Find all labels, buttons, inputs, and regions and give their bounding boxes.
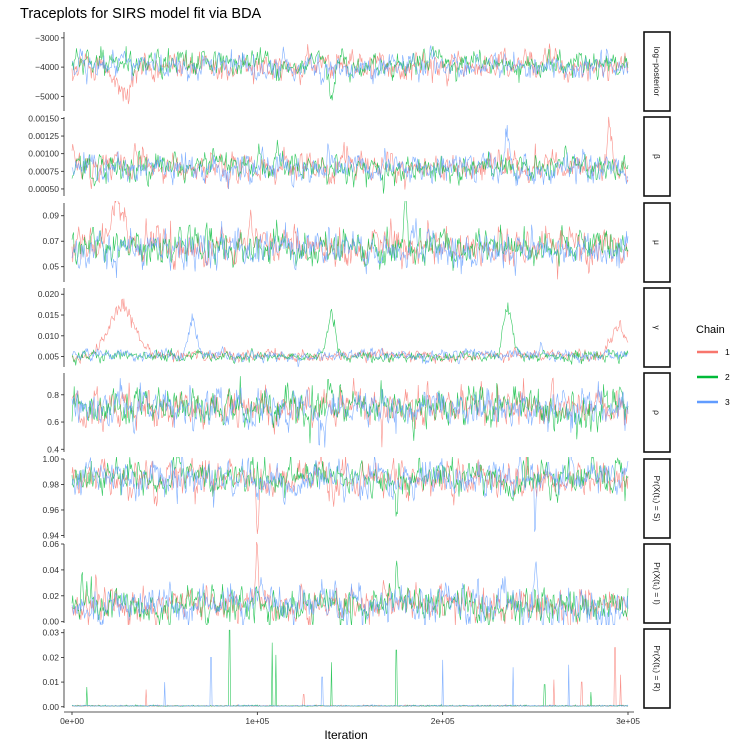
- y-tick-label: 0.6: [47, 417, 59, 427]
- y-tick-label: 0.98: [42, 479, 59, 489]
- y-tick-label: 0.01: [42, 677, 59, 687]
- y-tick-label: 1.00: [42, 454, 59, 464]
- facet-strip-label: ρ: [652, 410, 662, 415]
- y-tick-label: 0.00100: [28, 149, 59, 159]
- traces: [71, 116, 629, 194]
- trace-chain-2: [71, 560, 629, 625]
- traces: [71, 457, 629, 535]
- facet-strip-label: β: [652, 154, 662, 159]
- panel-4: 0.005 0.010 0.015 0.020 γ: [38, 287, 671, 368]
- legend-label-chain-1: 1: [725, 347, 730, 357]
- y-tick-label: 0.005: [38, 352, 60, 362]
- facet-strip-label: μ: [652, 240, 662, 245]
- y-tick-label: 0.02: [42, 591, 59, 601]
- trace-chain-2: [71, 629, 629, 707]
- x-axis: 0e+00 1e+05 2e+05 3e+05: [60, 711, 640, 726]
- legend-label-chain-3: 3: [725, 397, 730, 407]
- y-tick-label: 0.02: [42, 652, 59, 662]
- facet-strip: [643, 287, 671, 368]
- trace-chain-1: [71, 116, 629, 190]
- legend-label-chain-2: 2: [725, 372, 730, 382]
- y-tick-label: 0.94: [42, 530, 59, 540]
- y-tick-label: 0.8: [47, 390, 59, 400]
- y-tick-label: 0.00050: [28, 184, 59, 194]
- traces: [71, 201, 629, 280]
- trace-chain-3: [71, 124, 629, 190]
- facet-strip-label: Pr(X(t₁) = R): [652, 645, 662, 692]
- trace-chain-3: [71, 45, 629, 86]
- x-tick-label: 2e+05: [431, 716, 455, 726]
- y-tick-label: 0.04: [42, 565, 59, 575]
- y-tick-label: 0.06: [42, 539, 59, 549]
- trace-chain-3: [71, 561, 629, 625]
- trace-chain-3: [71, 218, 629, 279]
- trace-chain-3: [71, 313, 629, 368]
- trace-chain-2: [71, 376, 629, 444]
- x-tick-label: 1e+05: [245, 716, 269, 726]
- y-tick-label: 0.00: [42, 702, 59, 712]
- facet-strip: [643, 116, 671, 197]
- panel-3: 0.05 0.07 0.09 μ: [42, 201, 671, 283]
- trace-chain-3: [71, 457, 629, 532]
- y-tick-label: 0.00150: [28, 113, 59, 123]
- x-tick-label: 3e+05: [616, 716, 640, 726]
- y-tick-label: 0.00: [42, 617, 59, 627]
- traces: [71, 298, 629, 368]
- trace-chain-3: [71, 657, 629, 707]
- trace-chain-2: [71, 302, 629, 366]
- y-tick-label: 0.09: [42, 211, 59, 221]
- y-tick-label: −4000: [35, 62, 59, 72]
- y-tick-label: 0.4: [47, 444, 59, 454]
- trace-chain-2: [71, 139, 629, 194]
- facet-strip: [643, 543, 671, 624]
- trace-chain-2: [71, 457, 629, 517]
- trace-chain-1: [71, 43, 629, 105]
- y-tick-label: 0.03: [42, 628, 59, 638]
- chart-title: Traceplots for SIRS model fit via BDA: [20, 6, 262, 22]
- facet-panels: −3000−4000−5000log−posterior0.000500.000…: [28, 31, 671, 712]
- y-tick-label: −3000: [35, 33, 59, 43]
- x-axis-title: Iteration: [324, 728, 367, 742]
- legend-entries: 1 2 3: [697, 347, 730, 407]
- y-tick-label: 0.020: [38, 289, 60, 299]
- y-tick-label: 0.015: [38, 310, 60, 320]
- y-tick-label: 0.010: [38, 331, 60, 341]
- facet-strip-label: log−posterior: [652, 47, 662, 97]
- trace-chain-2: [71, 201, 629, 271]
- facet-strip-label: Pr(X(t₁) = S): [652, 475, 662, 521]
- trace-chain-1: [71, 457, 629, 535]
- legend-title: Chain: [696, 324, 725, 336]
- trace-chain-1: [71, 201, 629, 280]
- traces: [71, 542, 629, 625]
- panel-7: 0.00 0.02 0.04 0.06 Pr(X(t₁) = I): [42, 539, 671, 627]
- y-tick-label: 0.00075: [28, 166, 59, 176]
- y-tick-label: 0.00125: [28, 131, 59, 141]
- y-tick-label: 0.07: [42, 236, 59, 246]
- facet-strip-label: γ: [652, 325, 662, 330]
- y-tick-label: 0.05: [42, 262, 59, 272]
- panel-6: 0.94 0.96 0.98 1.00 Pr(X(t₁) = S): [42, 454, 671, 540]
- facet-strip-label: Pr(X(t₁) = I): [652, 562, 662, 605]
- trace-chain-1: [71, 647, 629, 707]
- y-tick-label: −5000: [35, 91, 59, 101]
- traces: [71, 376, 629, 448]
- panel-1: −3000 −4000 −5000 log−posterior: [35, 31, 671, 112]
- panel-5: 0.4 0.6 0.8 ρ: [47, 372, 671, 454]
- trace-chain-3: [71, 378, 629, 448]
- legend: Chain 1 2 3: [696, 324, 730, 407]
- panel-8: 0.00 0.01 0.02 0.03 Pr(X(t₁) = R): [42, 628, 671, 712]
- facet-strip: [643, 628, 671, 709]
- facet-strip: [643, 372, 671, 453]
- traces: [71, 43, 629, 105]
- y-tick-label: 0.96: [42, 505, 59, 515]
- trace-chain-1: [71, 542, 629, 625]
- facet-strip: [643, 31, 671, 112]
- facet-strip: [643, 202, 671, 283]
- x-tick-label: 0e+00: [60, 716, 84, 726]
- facet-strip: [643, 458, 671, 539]
- traces: [71, 629, 629, 707]
- panel-2: 0.00050 0.00075 0.00100 0.00125 0.00150 β: [28, 113, 671, 197]
